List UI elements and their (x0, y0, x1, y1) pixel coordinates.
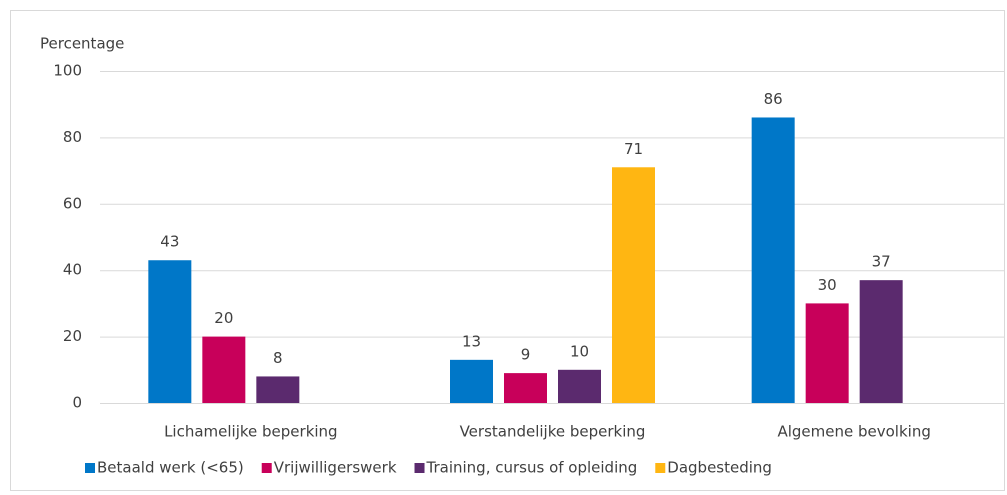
data-label: 8 (273, 349, 283, 367)
legend-label: Training, cursus of opleiding (426, 459, 638, 477)
data-label: 20 (214, 309, 233, 327)
data-label: 30 (818, 276, 837, 294)
bar (202, 336, 246, 403)
x-tick-label: Verstandelijke beperking (460, 423, 646, 441)
legend-label: Dagbesteding (667, 459, 772, 477)
y-tick-label: 100 (53, 62, 82, 80)
bar (558, 369, 601, 403)
y-tick-label: 20 (63, 327, 82, 345)
data-label: 43 (160, 233, 179, 251)
legend-label: Betaald werk (<65) (97, 459, 244, 477)
y-axis-label: Percentage (40, 35, 124, 53)
bar (148, 260, 192, 403)
bar (256, 376, 300, 403)
data-label: 86 (764, 90, 783, 108)
y-tick-label: 80 (63, 128, 82, 146)
x-tick-label: Algemene bevolking (777, 423, 930, 441)
data-label: 13 (462, 332, 481, 350)
y-tick-label: 0 (72, 394, 82, 412)
bar (612, 167, 655, 403)
bar (504, 373, 547, 403)
bar (450, 359, 493, 403)
data-label: 9 (521, 346, 531, 364)
data-label: 37 (872, 253, 891, 271)
bar (805, 303, 849, 403)
data-label: 10 (570, 342, 589, 360)
data-label: 71 (624, 140, 643, 158)
legend-label: Vrijwilligerswerk (274, 459, 397, 477)
bar (859, 280, 903, 403)
bar (751, 117, 795, 403)
legend-swatch (261, 463, 272, 473)
x-tick-label: Lichamelijke beperking (164, 423, 338, 441)
legend-swatch (85, 463, 95, 473)
legend-swatch (655, 463, 666, 473)
y-tick-label: 40 (63, 261, 82, 279)
chart-frame (10, 10, 1005, 491)
legend-swatch (414, 463, 425, 473)
y-tick-label: 60 (63, 194, 82, 212)
